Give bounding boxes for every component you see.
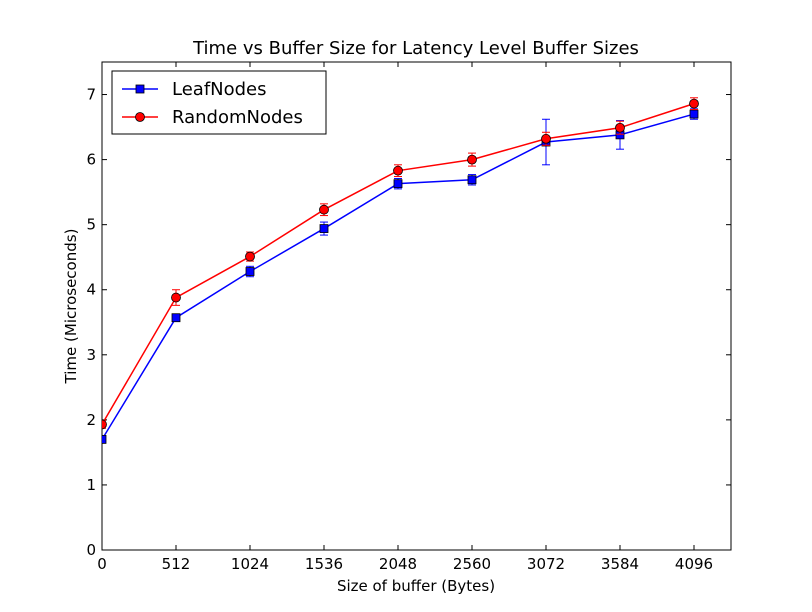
data-point <box>615 122 625 133</box>
data-point <box>245 267 255 276</box>
legend-marker <box>135 84 145 94</box>
legend: LeafNodes RandomNodes <box>111 70 327 135</box>
data-point <box>541 133 551 144</box>
x-tick-label: 2048 <box>379 555 417 573</box>
y-tick-label: 4 <box>86 281 96 299</box>
y-tick-label: 5 <box>86 216 96 234</box>
data-point <box>245 251 255 262</box>
y-tick-label: 2 <box>86 411 96 429</box>
x-tick-label: 4096 <box>675 555 713 573</box>
data-point <box>171 292 181 303</box>
chart-title: Time vs Buffer Size for Latency Level Bu… <box>192 38 639 59</box>
y-tick-label: 6 <box>86 151 96 169</box>
x-tick-label: 2560 <box>453 555 491 573</box>
plot-frame <box>101 61 732 551</box>
series-layer <box>102 97 699 444</box>
data-point <box>393 165 403 176</box>
data-point <box>319 204 329 215</box>
legend-label: RandomNodes <box>172 107 303 128</box>
data-point <box>171 313 181 323</box>
series-randomnodes <box>102 97 699 430</box>
x-tick-label: 512 <box>162 555 191 573</box>
data-point <box>102 434 107 444</box>
data-point <box>319 224 329 233</box>
series-leafnodes <box>102 108 699 444</box>
data-point <box>689 98 699 109</box>
y-tick-label: 3 <box>86 346 96 364</box>
x-tick-label: 3072 <box>527 555 565 573</box>
x-tick-label: 0 <box>97 555 107 573</box>
legend-marker <box>135 112 145 122</box>
x-tick-label: 1536 <box>305 555 343 573</box>
legend-box <box>111 70 327 135</box>
y-axis-title: Time (Microseconds) <box>62 229 80 385</box>
x-tick-label: 3584 <box>601 555 639 573</box>
data-point <box>393 179 403 189</box>
legend-label: LeafNodes <box>172 79 267 100</box>
data-point <box>102 419 107 430</box>
y-tick-label: 7 <box>86 86 96 104</box>
data-point <box>689 109 699 119</box>
y-tick-label: 0 <box>86 541 96 559</box>
data-point <box>467 175 477 185</box>
plot-area: 0 512 1024 1536 2048 2560 3072 3584 4096 0 1 2 3 4 5 6 7 <box>86 61 732 573</box>
y-tick-label: 1 <box>86 476 96 494</box>
data-point <box>467 154 477 165</box>
x-axis-title: Size of buffer (Bytes) <box>337 577 495 595</box>
x-tick-label: 1024 <box>231 555 269 573</box>
